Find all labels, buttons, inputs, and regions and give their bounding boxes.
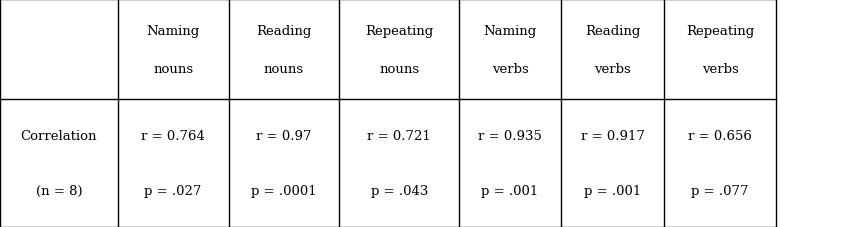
Text: Reading

nouns: Reading nouns	[256, 25, 311, 75]
Text: Repeating

nouns: Repeating nouns	[365, 25, 433, 75]
Text: p = .027: p = .027	[144, 184, 202, 197]
Text: p = .001: p = .001	[481, 184, 538, 197]
Text: r = 0.721: r = 0.721	[367, 130, 430, 143]
Text: r = 0.917: r = 0.917	[580, 130, 643, 143]
Text: p = .001: p = .001	[583, 184, 641, 197]
Text: p = .043: p = .043	[370, 184, 428, 197]
Text: (n = 8): (n = 8)	[36, 184, 82, 197]
Text: Correlation: Correlation	[20, 130, 97, 143]
Text: Repeating

verbs: Repeating verbs	[685, 25, 753, 75]
Text: Naming

nouns: Naming nouns	[147, 25, 199, 75]
Text: r = 0.97: r = 0.97	[256, 130, 312, 143]
Text: r = 0.764: r = 0.764	[141, 130, 204, 143]
Text: p = .0001: p = .0001	[251, 184, 316, 197]
Text: Reading

verbs: Reading verbs	[584, 25, 639, 75]
Text: p = .077: p = .077	[690, 184, 748, 197]
Text: r = 0.656: r = 0.656	[688, 130, 751, 143]
Text: r = 0.935: r = 0.935	[478, 130, 541, 143]
Text: Naming

verbs: Naming verbs	[483, 25, 536, 75]
